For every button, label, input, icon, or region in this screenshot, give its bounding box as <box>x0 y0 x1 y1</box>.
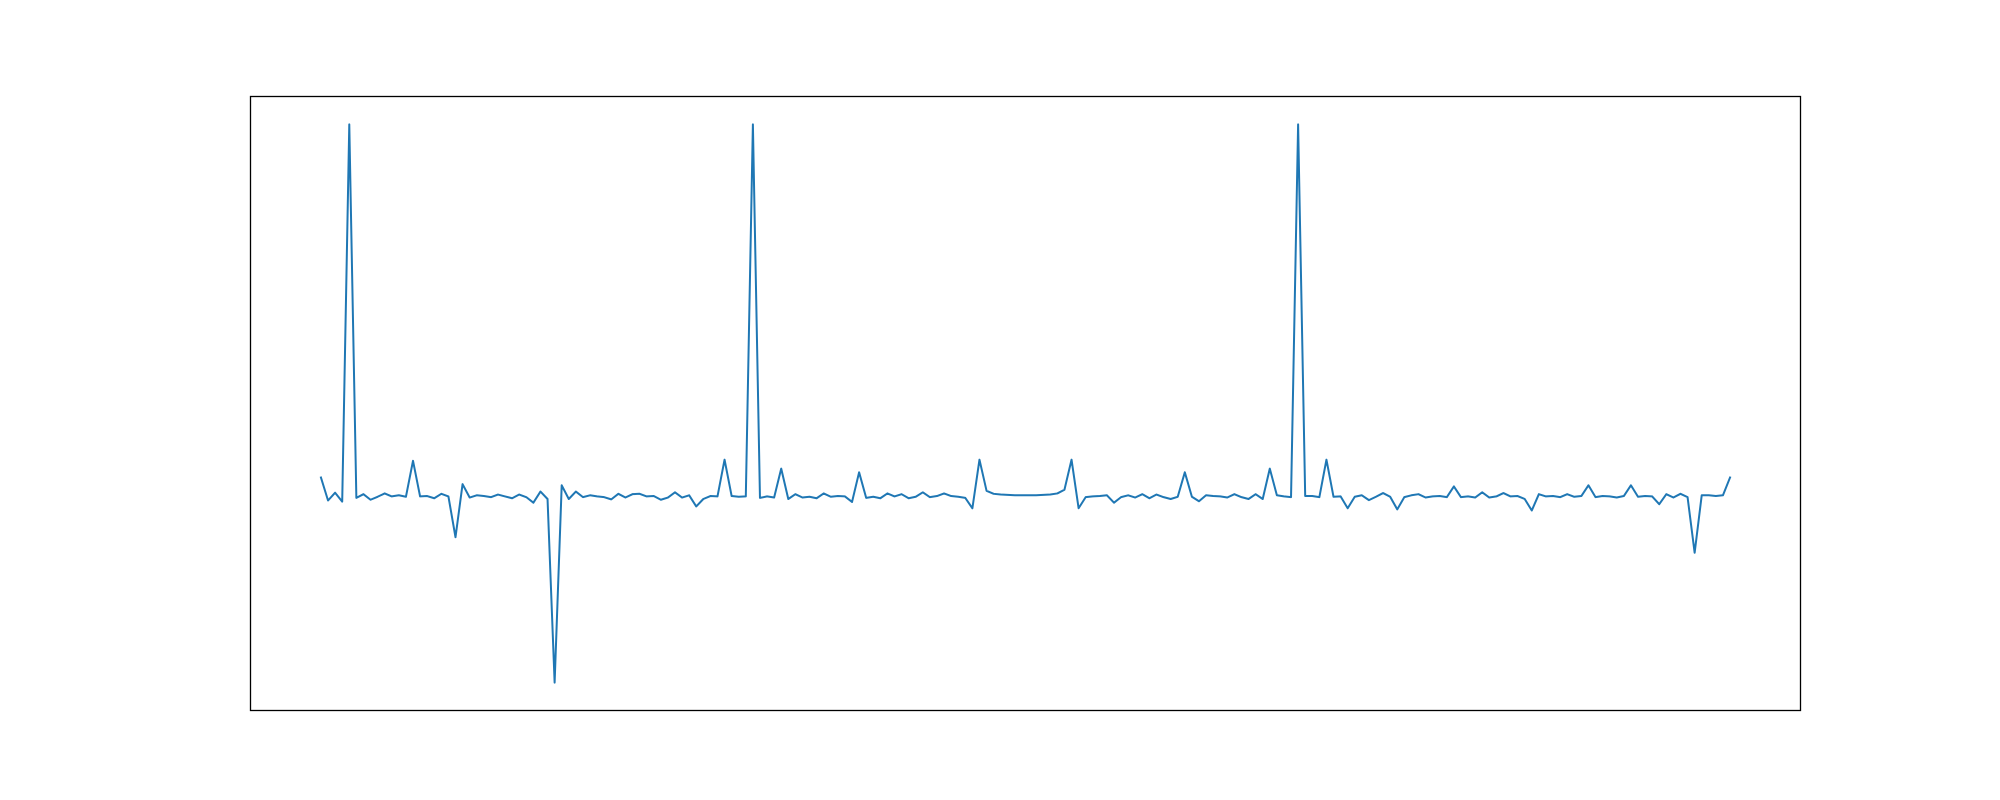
axes-frame <box>249 95 1802 712</box>
data-line <box>319 123 1732 684</box>
